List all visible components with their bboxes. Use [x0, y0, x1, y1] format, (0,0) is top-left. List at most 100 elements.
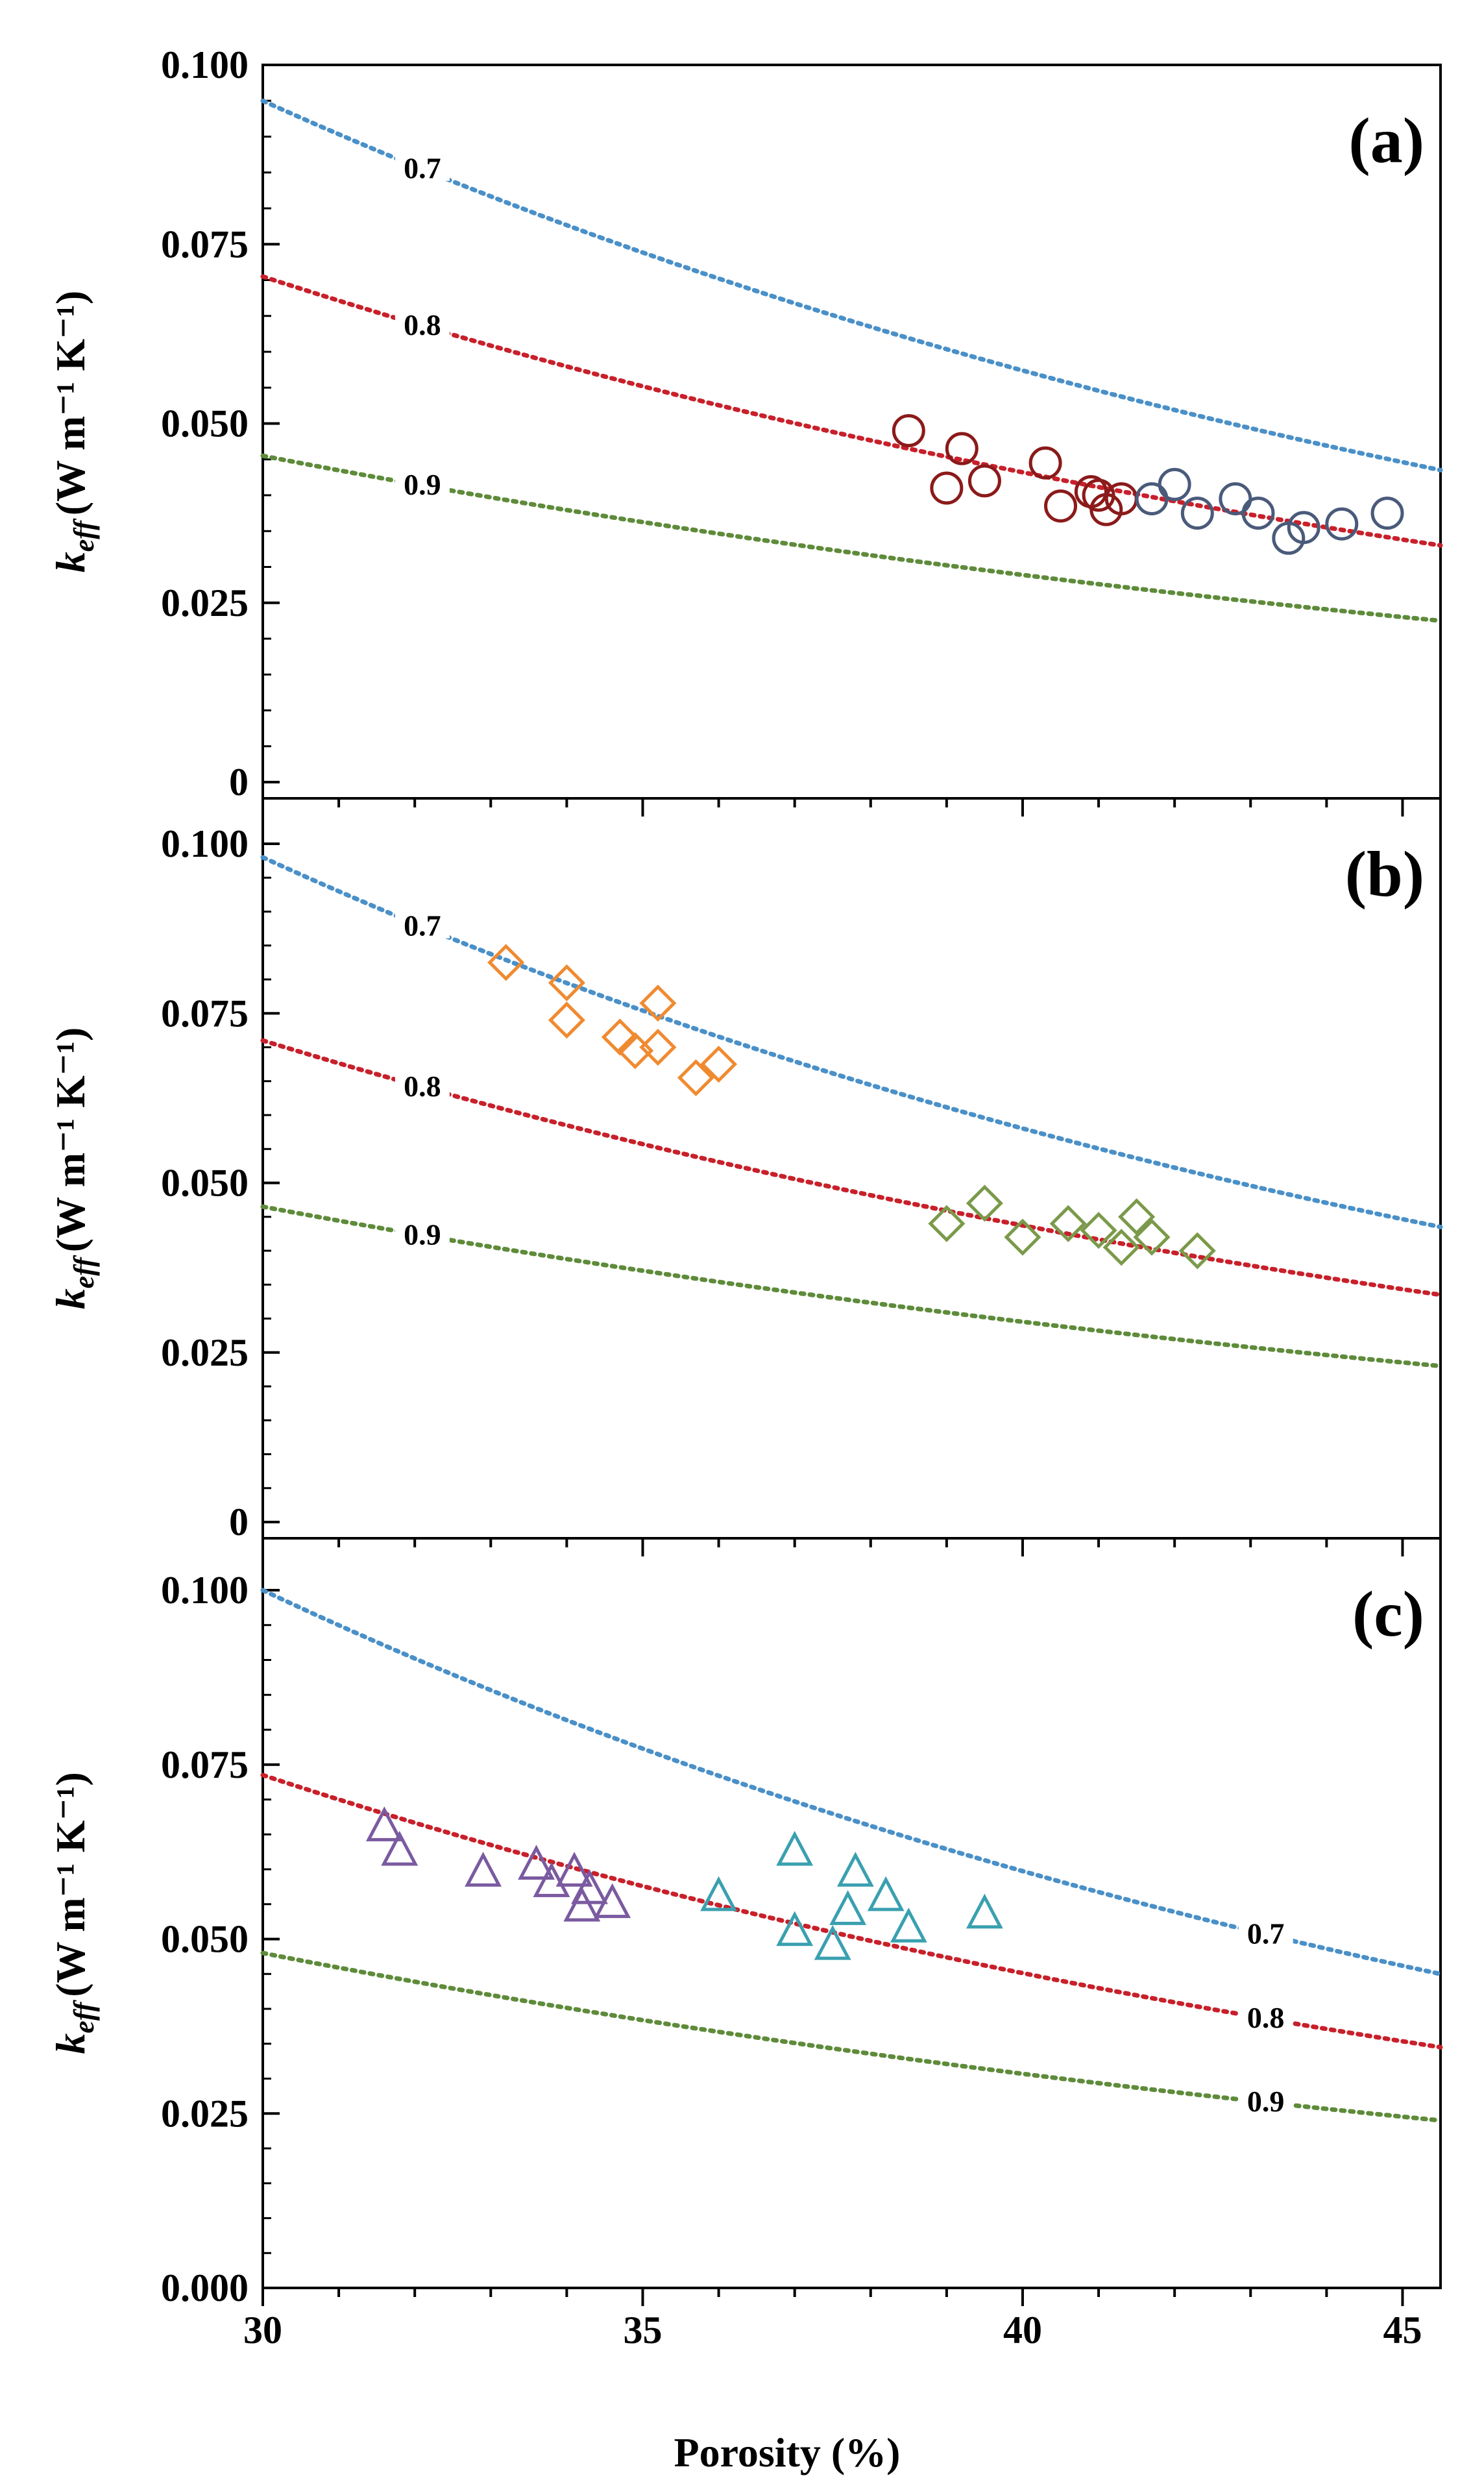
data-point: [1158, 467, 1191, 501]
curve-label-0.9: 0.9: [1247, 2085, 1285, 2118]
y-axis-title-k: k: [47, 1288, 93, 1309]
curve-label-bg: [395, 904, 450, 939]
data-point: [1044, 489, 1078, 523]
data-point: [1074, 474, 1108, 508]
y-tick-label: 0.000: [161, 2267, 249, 2309]
panel-a: 0 0.025 0.050 0.075 0.100 keff(W m⁻¹ K⁻¹) 0.7 0…: [47, 43, 1443, 817]
data-point: [967, 464, 1001, 498]
curve-label-0.7: 0.7: [404, 152, 441, 185]
curve-0.7: [260, 98, 1443, 473]
data-point: [829, 1890, 867, 1925]
data-point: [1219, 482, 1252, 516]
x-tick-label: 35: [623, 2309, 662, 2352]
y-tick-label: 0.025: [161, 2092, 249, 2135]
data-point: [700, 1876, 738, 1911]
panel-label: (c): [1352, 1578, 1424, 1650]
data-point: [1028, 446, 1062, 480]
curve-label-bg: [395, 463, 450, 497]
curve-label-0.9: 0.9: [404, 1218, 441, 1251]
curve-0.7: [260, 855, 1443, 1229]
y-tick-label: 0.050: [161, 402, 249, 445]
y-tick-label: 0: [229, 1501, 249, 1543]
data-point: [1118, 1198, 1156, 1236]
curve-label-bg: [1238, 1912, 1293, 1947]
data-point: [465, 1852, 502, 1887]
data-point: [892, 414, 925, 448]
y-tick-label: 0.025: [161, 582, 249, 624]
x-tick-label: 40: [1003, 2309, 1042, 2352]
data-point: [945, 432, 979, 465]
data-point: [1325, 507, 1359, 541]
y-tick-label: 0.100: [161, 822, 249, 865]
data-point: [381, 1830, 419, 1866]
data-point: [365, 1806, 403, 1841]
data-point: [814, 1924, 851, 1960]
y-axis-title-sub: eff: [68, 1255, 100, 1288]
y-axis-title-units: (W m⁻¹ K⁻¹): [47, 1772, 93, 1997]
curve-label-bg: [395, 1213, 450, 1247]
plot-frame: [262, 1537, 1442, 2289]
data-point: [1241, 497, 1275, 530]
data-point: [836, 1852, 874, 1887]
panel-label: (b): [1345, 838, 1424, 910]
curve-label-bg: [1238, 1997, 1293, 2031]
curve-label-0.8: 0.8: [404, 308, 441, 341]
y-axis-title-sub: eff: [68, 1999, 100, 2033]
curve-0.9: [260, 453, 1443, 623]
data-point: [1287, 511, 1320, 545]
curve-0.8: [260, 1038, 1443, 1297]
y-axis-title-k: k: [47, 2034, 93, 2054]
data-point: [487, 944, 525, 981]
panel-c: 0.000 0.025 0.050 0.075 0.100 keff(W m⁻¹ K⁻¹)…: [47, 1537, 1443, 2309]
y-tick-label: 0.050: [161, 1162, 249, 1205]
data-point: [518, 1845, 555, 1880]
data-point: [867, 1876, 905, 1911]
curve-label-bg: [395, 304, 450, 338]
panel-label: (a): [1348, 104, 1424, 177]
data-point: [1180, 497, 1214, 530]
curve-label-0.8: 0.8: [1247, 2001, 1285, 2034]
y-axis-title: keff(W m⁻¹ K⁻¹): [47, 1027, 100, 1310]
data-point: [776, 1830, 814, 1866]
curve-label-bg: [395, 147, 450, 181]
data-point: [1080, 1212, 1117, 1249]
y-axis-title: keff(W m⁻¹ K⁻¹): [47, 1772, 100, 2054]
curve-label-0.8: 0.8: [404, 1070, 441, 1103]
y-axis-title-units: (W m⁻¹ K⁻¹): [47, 1027, 93, 1253]
y-axis-title-units: (W m⁻¹ K⁻¹): [47, 291, 93, 516]
curve-label-0.7: 0.7: [1247, 1917, 1285, 1950]
data-point: [548, 1001, 585, 1039]
data-point: [930, 471, 964, 505]
data-point: [594, 1883, 631, 1919]
data-point: [677, 1059, 714, 1097]
y-tick-label: 0.075: [161, 1743, 249, 1786]
curve-label-bg: [395, 1064, 450, 1099]
data-point: [1049, 1205, 1087, 1242]
y-tick-label: 0: [229, 761, 249, 804]
curve-label-0.7: 0.7: [404, 909, 441, 942]
data-point: [1370, 497, 1404, 530]
y-tick-label: 0.075: [161, 992, 249, 1035]
data-point: [639, 985, 677, 1022]
x-axis-labels: 30 35 40 45: [243, 2309, 1422, 2352]
y-tick-label: 0.100: [161, 43, 249, 86]
y-tick-label: 0.050: [161, 1918, 249, 1961]
data-point: [1102, 1229, 1140, 1266]
y-tick-label: 0.025: [161, 1331, 249, 1374]
data-point: [571, 1869, 608, 1904]
data-point: [776, 1911, 814, 1947]
data-point: [700, 1046, 738, 1083]
x-tick-label: 30: [243, 2309, 282, 2352]
data-point: [1004, 1218, 1041, 1256]
data-point: [928, 1205, 966, 1242]
x-axis-title: Porosity (%): [674, 2429, 901, 2476]
data-point: [966, 1185, 1003, 1222]
y-axis-title-sub: eff: [68, 518, 100, 552]
curve-label-0.9: 0.9: [404, 468, 441, 501]
data-point: [1178, 1232, 1216, 1270]
y-tick-label: 0.100: [161, 1569, 249, 1612]
y-axis-title-k: k: [47, 552, 93, 572]
data-point: [966, 1893, 1003, 1929]
